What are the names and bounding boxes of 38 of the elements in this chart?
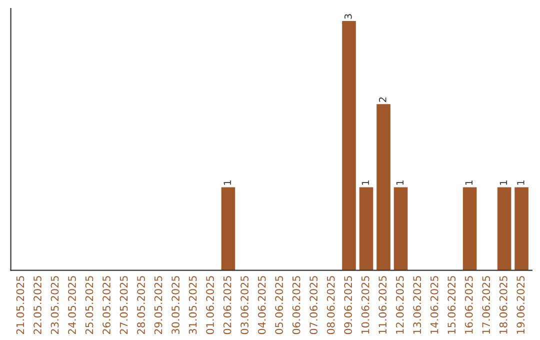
data-label: 1 xyxy=(500,180,507,185)
x-tick-label: 09.06.2025 xyxy=(344,276,352,334)
x-tick-label: 21.05.2025 xyxy=(16,276,24,334)
x-tick-label: 08.06.2025 xyxy=(326,276,335,334)
x-tick-label: 04.06.2025 xyxy=(258,276,266,334)
x-tick-label: 19.06.2025 xyxy=(516,276,525,334)
x-tick-label: 05.06.2025 xyxy=(275,276,283,334)
x-tick-label: 15.06.2025 xyxy=(448,276,456,334)
x-tick-label: 28.05.2025 xyxy=(137,276,145,334)
x-tick-label: 03.06.2025 xyxy=(240,276,248,334)
data-label: 1 xyxy=(396,180,404,185)
x-tick-label: 13.06.2025 xyxy=(413,276,422,334)
x-tick-label: 02.06.2025 xyxy=(223,276,232,334)
data-label: 1 xyxy=(517,180,524,185)
x-tick-label: 16.06.2025 xyxy=(464,276,473,334)
x-tick-label: 14.06.2025 xyxy=(430,276,438,334)
x-tick-label: 27.05.2025 xyxy=(120,276,128,334)
x-tick-label: 17.06.2025 xyxy=(482,276,490,334)
x-tick-label: 18.06.2025 xyxy=(499,276,508,334)
data-label: 1 xyxy=(465,180,472,185)
x-tick-label: 07.06.2025 xyxy=(310,276,318,334)
data-label: 2 xyxy=(378,97,386,102)
x-tick-label: 25.05.2025 xyxy=(85,276,94,334)
data-label: 1 xyxy=(362,180,369,185)
x-tick-label: 22.05.2025 xyxy=(34,276,42,334)
x-tick-label: 29.05.2025 xyxy=(154,276,162,334)
data-label: 1 xyxy=(224,180,231,185)
x-tick-label: 23.05.2025 xyxy=(50,276,59,334)
x-tick-label: 10.06.2025 xyxy=(361,276,370,334)
x-tick-label: 06.06.2025 xyxy=(292,276,300,334)
x-tick-label: 12.06.2025 xyxy=(396,276,404,334)
x-tick-label: 01.06.2025 xyxy=(206,276,214,334)
x-tick-label: 24.05.2025 xyxy=(68,276,76,334)
x-tick-label: 30.05.2025 xyxy=(172,276,180,334)
x-tick-label: 31.05.2025 xyxy=(188,276,197,334)
x-tick-label: 11.06.2025 xyxy=(378,276,387,334)
data-label: 3 xyxy=(344,14,352,19)
x-tick-label: 26.05.2025 xyxy=(102,276,110,334)
